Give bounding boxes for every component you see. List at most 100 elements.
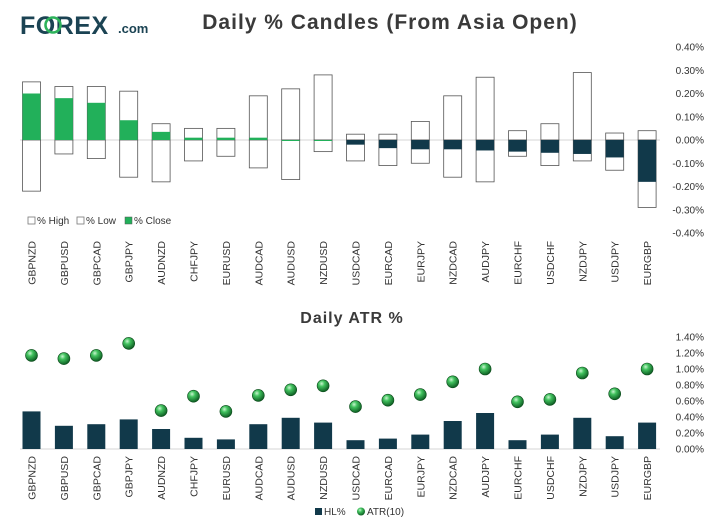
- candles-y-tick: -0.10%: [672, 159, 704, 170]
- legend-close-label: % Close: [134, 216, 172, 227]
- candles-x-label-nzdcad: NZDCAD: [448, 241, 460, 285]
- candles-x-label-usdjpy: USDJPY: [610, 241, 622, 282]
- candles-y-tick: 0.30%: [676, 66, 704, 77]
- candle-low-box-gbpusd: [54, 139, 74, 155]
- atr-dot-usdcad: [349, 400, 362, 413]
- legend-hl-label: HL%: [324, 507, 346, 518]
- candles-y-tick: -0.40%: [672, 229, 704, 240]
- hl-bar-nzdcad: [443, 421, 462, 449]
- atr-x-label-nzdusd: NZDUSD: [318, 456, 330, 500]
- atr-x-label-eurgbp: EURGBP: [642, 456, 654, 500]
- atr-dot-usdjpy: [608, 387, 622, 401]
- candle-low-box-audcad: [248, 139, 268, 169]
- atr-x-label-usdjpy: USDJPY: [610, 456, 622, 497]
- atr-x-label-eurchf: EURCHF: [513, 456, 525, 500]
- candle-close-body-gbpjpy: [119, 120, 138, 140]
- atr-x-label-gbpnzd: GBPNZD: [27, 456, 39, 500]
- atr-x-label-nzdjpy: NZDJPY: [577, 456, 589, 497]
- logo-domain: .com: [118, 21, 148, 36]
- candle-close-body-eurusd: [216, 137, 235, 140]
- atr-y-tick: 1.40%: [676, 333, 704, 344]
- hl-bar-audcad: [249, 424, 268, 449]
- candle-close-body-eurjpy: [411, 140, 430, 150]
- candle-close-body-nzdjpy: [573, 140, 592, 154]
- legend-low-label: % Low: [86, 216, 117, 227]
- hl-bar-nzdusd: [314, 422, 333, 449]
- atr-dot-nzdusd: [316, 379, 330, 393]
- atr-x-label-chfjpy: CHFJPY: [189, 456, 201, 497]
- hl-bar-audnzd: [152, 429, 171, 449]
- candle-low-box-nzdusd: [313, 139, 333, 153]
- candle-close-body-nzdusd: [314, 140, 333, 141]
- atr-x-label-usdcad: USDCAD: [351, 456, 363, 501]
- candles-x-label-nzdusd: NZDUSD: [318, 241, 330, 285]
- candles-x-label-audjpy: AUDJPY: [480, 241, 492, 282]
- candles-x-label-gbpusd: GBPUSD: [59, 241, 71, 286]
- legend-low-swatch: [76, 216, 85, 225]
- atr-y-tick: 0.60%: [676, 397, 704, 408]
- hl-bar-eurusd: [216, 439, 235, 449]
- atr-dot-nzdjpy: [575, 366, 589, 380]
- candle-low-box-eurusd: [216, 139, 236, 157]
- logo-o-ring: [44, 16, 62, 34]
- candle-low-box-gbpjpy: [119, 139, 139, 178]
- atr-dot-gbpjpy: [122, 337, 135, 350]
- candle-close-body-eurgbp: [638, 140, 657, 182]
- legend-hl-swatch: [315, 508, 322, 515]
- candles-x-label-eurgbp: EURGBP: [642, 241, 654, 285]
- hl-bar-gbpcad: [87, 424, 106, 449]
- candles-y-tick: 0.10%: [676, 112, 704, 123]
- candles-x-axis: GBPNZD GBPUSD GBPCAD GBPJPY AUDNZD CHFJPY EURU…: [27, 241, 655, 286]
- candles-y-tick: 0.00%: [676, 136, 704, 147]
- candles-x-label-usdcad: USDCAD: [351, 241, 363, 286]
- hl-bar-usdchf: [540, 434, 559, 449]
- hl-bar-audusd: [281, 417, 300, 449]
- candle-close-body-eurcad: [378, 140, 397, 149]
- candle-high-box-usdcad: [346, 133, 365, 141]
- candle-close-body-gbpusd: [54, 98, 73, 140]
- atr-legend: HL% ATR(10): [315, 507, 404, 518]
- candle-close-body-usdjpy: [605, 140, 624, 158]
- atr-bars: [22, 411, 657, 449]
- atr-dot-audcad: [251, 389, 265, 402]
- atr-y-tick: 1.00%: [676, 365, 704, 376]
- atr-y-tick: 0.80%: [676, 381, 704, 392]
- candles-chart-title: Daily % Candles (From Asia Open): [202, 11, 577, 34]
- hl-bar-eurgbp: [638, 422, 657, 449]
- atr-x-label-eurjpy: EURJPY: [415, 456, 427, 497]
- atr-y-tick: 1.20%: [676, 349, 704, 360]
- hl-bar-nzdjpy: [573, 417, 592, 449]
- candle-high-box-audusd: [281, 88, 301, 141]
- candles-x-label-audusd: AUDUSD: [286, 241, 298, 286]
- hl-bar-usdjpy: [605, 436, 624, 449]
- atr-x-label-eurusd: EURUSD: [221, 456, 233, 501]
- candle-high-box-audjpy: [475, 76, 495, 141]
- candle-high-box-eurchf: [508, 130, 527, 141]
- atr-dot-gbpcad: [90, 349, 103, 362]
- atr-dot-nzdcad: [446, 375, 460, 389]
- candles-x-label-usdchf: USDCHF: [545, 241, 557, 285]
- forex-logo: FOREX .com: [20, 12, 148, 40]
- candles-x-label-audnzd: AUDNZD: [156, 241, 168, 285]
- candles-y-tick: 0.20%: [676, 89, 704, 100]
- hl-bar-eurchf: [508, 440, 527, 449]
- candle-close-body-usdcad: [346, 140, 365, 145]
- atr-x-label-audnzd: AUDNZD: [156, 456, 168, 500]
- hl-bar-gbpusd: [54, 425, 73, 449]
- atr-dot-eurcad: [381, 393, 395, 407]
- candle-close-body-nzdcad: [443, 140, 462, 150]
- logo-text: FOREX: [20, 12, 109, 40]
- atr-x-axis: GBPNZD GBPUSD GBPCAD GBPJPY AUDNZD CHFJPY EURU…: [27, 456, 655, 501]
- legend-atr-label: ATR(10): [367, 507, 404, 518]
- candle-close-body-audcad: [249, 137, 268, 140]
- candles-x-label-audcad: AUDCAD: [253, 241, 265, 286]
- atr-dot-eurgbp: [640, 362, 654, 376]
- candle-low-box-audusd: [281, 139, 301, 180]
- atr-x-label-audusd: AUDUSD: [286, 456, 298, 501]
- candle-high-box-usdchf: [540, 123, 560, 141]
- hl-bar-audjpy: [476, 413, 495, 449]
- candle-close-body-eurchf: [508, 140, 527, 152]
- atr-dot-audusd: [284, 383, 298, 397]
- candles-y-axis: 0.40% 0.30% 0.20% 0.10% 0.00% -0.10% -0.20% -0.…: [672, 43, 704, 240]
